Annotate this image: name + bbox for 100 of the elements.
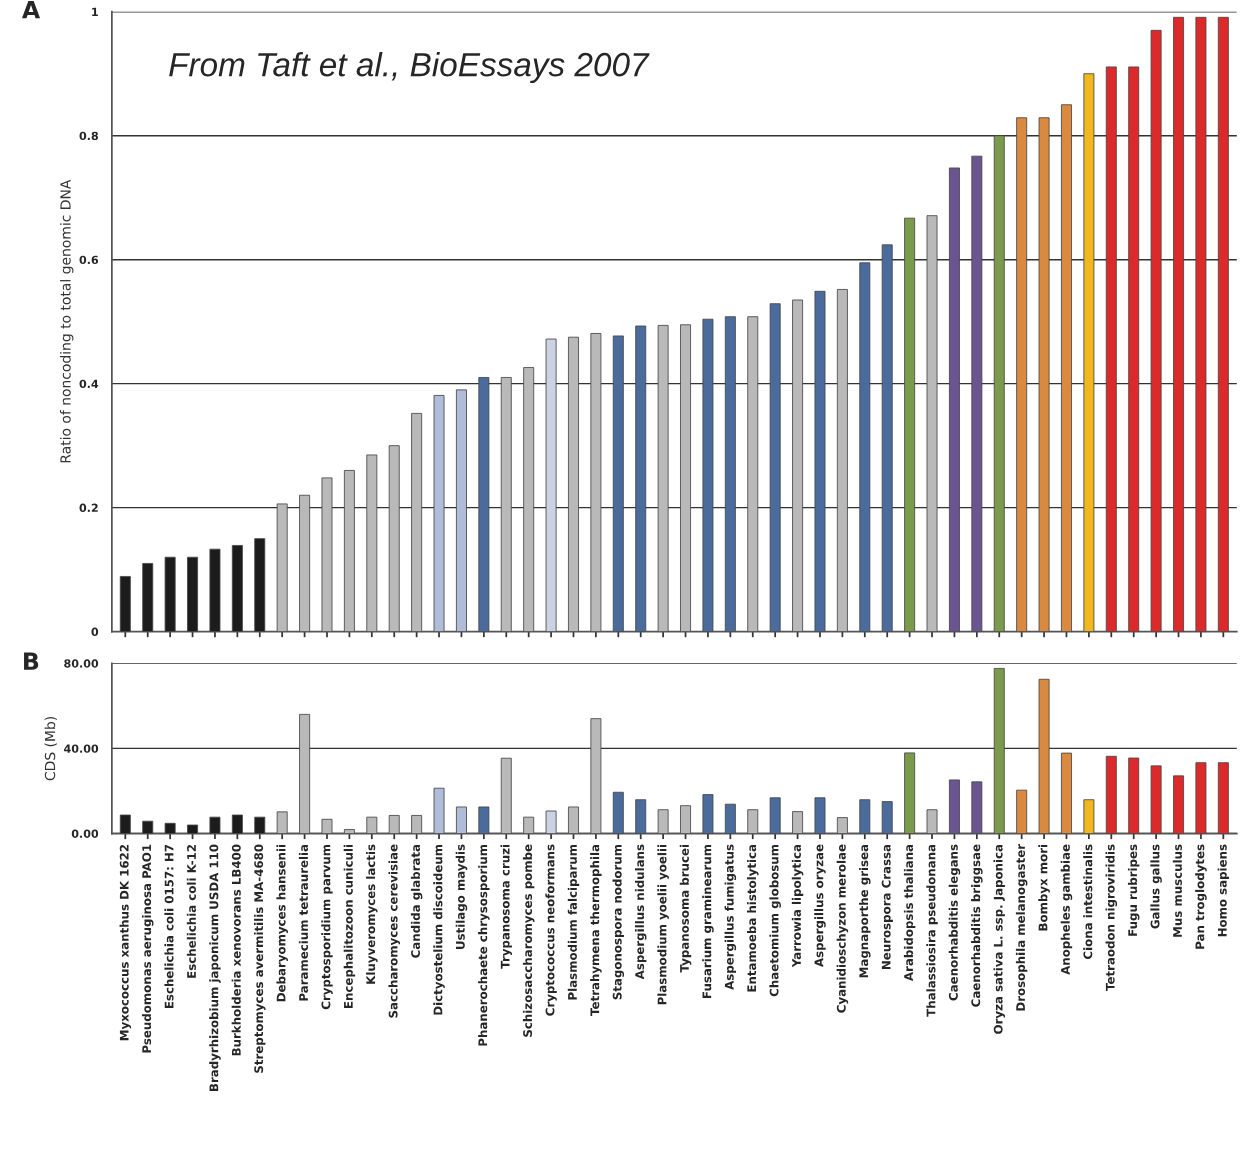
x-tick-label: Candida glabrata (410, 844, 423, 958)
bar (254, 538, 266, 632)
bar (792, 811, 804, 834)
bar (254, 816, 266, 834)
x-tick-label: Cryptococcus neoformans (545, 844, 557, 1016)
x-tick-label: Plasmodium falciparum (567, 844, 580, 1000)
bar (478, 806, 490, 834)
bar (1173, 775, 1184, 834)
bar (1173, 16, 1184, 632)
bar (1105, 755, 1117, 834)
x-tick-label: Burkholderia xenovorans LB400 (231, 844, 241, 1056)
bar (343, 829, 355, 834)
bar (1061, 104, 1072, 632)
x-tick-label: Tetrahymena thermophila (590, 844, 602, 1016)
bar (299, 713, 311, 834)
x-tick-label: Aspergillus nidulans (634, 844, 647, 980)
x-tick-label: Bombyx mori (1038, 844, 1050, 931)
x-tick-label: Ciona intestinalis (1083, 844, 1093, 959)
bar (971, 781, 983, 834)
bar (209, 816, 221, 834)
y-axis-title: Ratio of noncoding to total genomic DNA (60, 179, 74, 463)
annotation: From Taft et al., BioEssays 2007 (169, 51, 650, 84)
bar (411, 413, 423, 632)
x-tick-label: Saccharomyces cerevisiae (388, 844, 400, 1018)
bar (724, 316, 736, 632)
x-tick-label: Chaetomium globosum (769, 844, 781, 997)
x-tick-label: Anopheles gambiae (1060, 844, 1073, 975)
y-tick-label: 0.6 (79, 255, 99, 265)
bar (814, 797, 826, 834)
x-tick-label: Fugu rubripes (1127, 844, 1140, 936)
x-tick-label: Gallus gallus (1150, 844, 1162, 929)
bar (993, 135, 1005, 632)
y-tick-label: 0.8 (79, 131, 98, 141)
x-tick-label: Drosophila melanogaster (1015, 843, 1028, 1011)
bar (164, 822, 176, 834)
x-tick-label: Pan troglodytes (1195, 844, 1207, 949)
bar (859, 262, 871, 632)
bar (590, 718, 602, 834)
bar (1217, 762, 1229, 834)
x-tick-label: Yarrowia lipolytica (791, 844, 804, 968)
bar (209, 548, 221, 632)
x-tick-label: Schizosaccharomyces pombe (522, 844, 535, 1037)
bar (948, 779, 960, 834)
y-tick-label: 40.00 (64, 744, 99, 753)
bar (366, 816, 378, 834)
bar (478, 377, 490, 632)
bar (948, 167, 960, 632)
bar (635, 799, 647, 834)
bar (500, 377, 512, 632)
bar (747, 809, 759, 834)
bar (321, 818, 333, 834)
bar (366, 454, 378, 632)
bar (904, 752, 916, 834)
chart-title: B (24, 652, 39, 670)
bar (702, 794, 714, 834)
bar (568, 806, 579, 834)
bar (590, 333, 602, 632)
bar (523, 816, 535, 834)
bar (455, 389, 467, 632)
bar (1105, 66, 1117, 632)
x-tick-label: Arabidopsis thaliana (903, 844, 916, 981)
bar (702, 318, 714, 632)
y-tick-label: 0.2 (79, 503, 98, 513)
bar (680, 805, 691, 834)
bar (1038, 117, 1050, 632)
bar (612, 791, 624, 834)
bar (276, 503, 288, 632)
bar (433, 787, 445, 834)
bar (164, 556, 176, 632)
x-tick-label: Neurospora Crassa (881, 844, 893, 970)
x-tick-label: Encephalitozoon cuniculi (343, 844, 356, 1008)
x-tick-label: Phanerochaete chrysosporium (478, 844, 490, 1046)
bar (500, 757, 512, 834)
x-tick-label: Mus musculus (1172, 844, 1182, 937)
x-tick-label: Dictyostelium discoideum (433, 844, 445, 1015)
x-tick-label: Pseudomonas aeruginosa PAO1 (141, 844, 154, 1053)
x-tick-label: Trypanosoma cruzi (500, 844, 513, 969)
y-tick-label: 80.00 (64, 659, 99, 668)
y-tick-label: 0 (91, 627, 99, 636)
x-tick-label: Stagonospora nodorum (612, 844, 625, 1000)
bar (523, 367, 535, 632)
bar (836, 289, 848, 632)
bar (1083, 73, 1095, 632)
x-tick-label: Cyanidioschyzon merolae (836, 844, 849, 1013)
bar (926, 215, 938, 632)
y-tick-label: 0.00 (71, 829, 99, 838)
bar (769, 797, 781, 834)
x-tick-label: Caenorhabditis elegans (948, 844, 961, 1001)
bar (881, 244, 893, 632)
bar (859, 799, 871, 834)
bar (1217, 16, 1229, 632)
bar (568, 336, 579, 632)
bar (411, 815, 423, 834)
bar (1128, 66, 1140, 632)
bar (971, 155, 983, 632)
x-tick-label: Eschelichia coli K-12 (186, 844, 196, 978)
x-tick-label: Entamoeba histolytica (747, 844, 759, 992)
bar (187, 824, 198, 834)
bar (545, 338, 557, 632)
x-tick-label: Typanosoma brucei (679, 844, 692, 973)
